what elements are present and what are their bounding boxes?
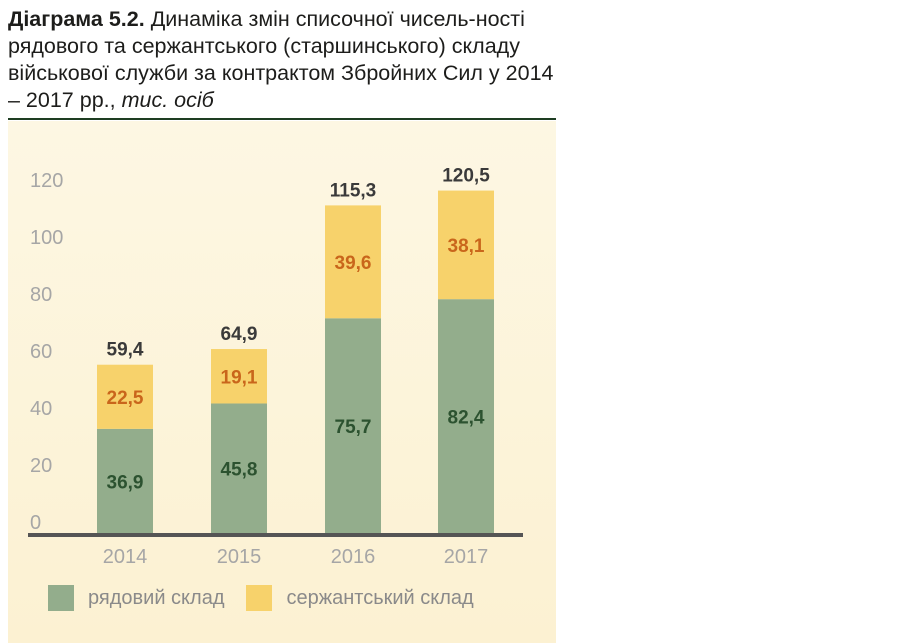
y-tick-label-80: 80: [30, 284, 52, 306]
data-label-sergeant-2015: 19,1: [221, 367, 258, 388]
data-label-private-2014: 36,9: [107, 472, 144, 493]
chart-title: Діаграма 5.2. Динаміка змін списочної чи…: [8, 6, 558, 114]
data-label-sergeant-2017: 38,1: [448, 236, 485, 257]
bar-sergeant-2017: [438, 190, 494, 300]
y-tick-label-100: 100: [30, 227, 63, 249]
x-tick-label-2014: 2014: [103, 546, 148, 568]
y-tick-label-0: 0: [30, 512, 41, 534]
total-label-2017: 120,5: [442, 166, 490, 187]
bar-private-2016: [325, 318, 381, 534]
total-label-2014: 59,4: [107, 340, 144, 361]
x-tick-label-2016: 2016: [331, 546, 376, 568]
y-tick-label-60: 60: [30, 341, 52, 363]
data-label-private-2017: 82,4: [448, 408, 485, 429]
x-tick-label-2017: 2017: [444, 546, 489, 568]
data-label-sergeant-2014: 22,5: [107, 388, 144, 409]
y-tick-label-40: 40: [30, 398, 52, 420]
legend-label-sergeant: сержантський склад: [286, 586, 474, 609]
bar-private-2015: [211, 403, 267, 534]
bar-sergeant-2014: [97, 364, 153, 429]
bar-private-2014: [97, 428, 153, 534]
y-tick-label-20: 20: [30, 455, 52, 477]
legend-item-sergeant: сержантський склад: [246, 585, 474, 611]
data-label-private-2016: 75,7: [335, 417, 372, 438]
legend-item-private: рядовий склад: [48, 585, 224, 611]
total-label-2016: 115,3: [330, 180, 377, 201]
legend-swatch-private: [48, 585, 74, 611]
x-tick-label-2015: 2015: [217, 546, 262, 568]
legend-swatch-sergeant: [246, 585, 273, 611]
title-divider: [8, 118, 556, 120]
chart-legend: рядовий склад сержантський склад: [48, 585, 496, 611]
bar-private-2017: [438, 299, 494, 534]
chart-title-unit: тис. осіб: [121, 88, 214, 112]
data-label-sergeant-2016: 39,6: [335, 253, 372, 274]
chart-title-text: Динаміка змін списочної чисель-ності ряд…: [8, 7, 554, 112]
total-label-2015: 64,9: [221, 324, 258, 345]
y-tick-label-120: 120: [30, 170, 63, 192]
bar-sergeant-2016: [325, 205, 381, 319]
legend-label-private: рядовий склад: [88, 586, 225, 609]
data-label-private-2015: 45,8: [221, 460, 258, 481]
bar-sergeant-2015: [211, 349, 267, 404]
chart-title-prefix: Діаграма 5.2.: [8, 7, 145, 31]
